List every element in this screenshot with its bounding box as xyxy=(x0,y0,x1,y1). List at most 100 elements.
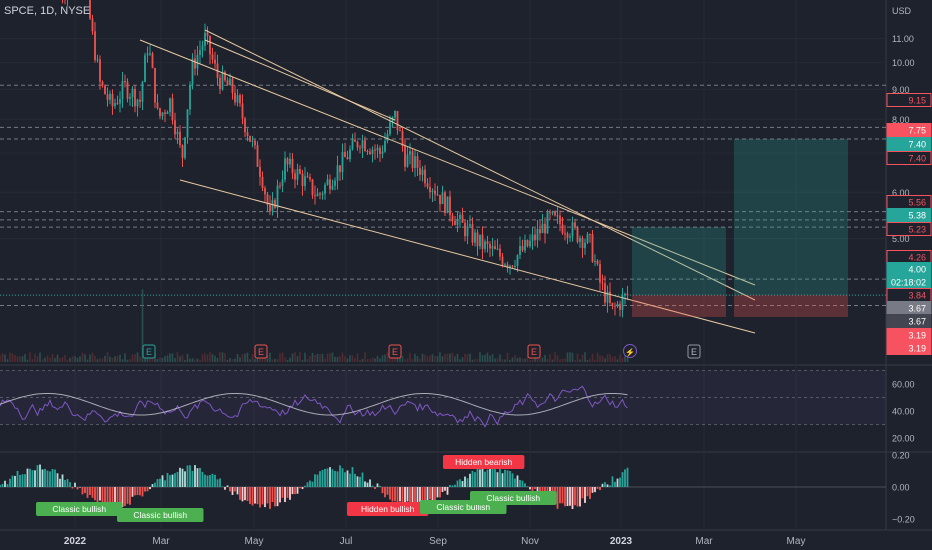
position-stop-zone[interactable] xyxy=(734,295,848,317)
volume-bar xyxy=(0,355,1,362)
volume-bar xyxy=(224,353,226,362)
macd-histogram-bar xyxy=(24,474,26,487)
volume-bar xyxy=(461,357,464,362)
macd-histogram-bar xyxy=(266,487,269,504)
macd-histogram-bar xyxy=(614,481,616,487)
rsi-ma-line xyxy=(0,393,628,416)
candle-body xyxy=(504,264,506,266)
divergence-label-box[interactable] xyxy=(36,502,123,516)
x-tick-label: Sep xyxy=(429,536,447,547)
candle-body xyxy=(119,98,121,104)
macd-histogram-bar xyxy=(369,479,371,487)
divergence-label-box[interactable] xyxy=(347,502,429,516)
volume-bar xyxy=(619,354,621,362)
earnings-marker[interactable] xyxy=(254,344,268,359)
earnings-marker-label: E xyxy=(691,347,697,357)
earnings-marker[interactable] xyxy=(687,344,701,359)
price-panel[interactable] xyxy=(0,0,629,362)
volume-bar xyxy=(156,358,159,362)
long-position-tool[interactable] xyxy=(632,139,848,317)
candle-body xyxy=(181,145,184,158)
volume-bar xyxy=(291,353,294,362)
macd-histogram-bar xyxy=(534,487,536,490)
divergence-label-box[interactable] xyxy=(470,491,557,505)
trendline[interactable] xyxy=(179,179,756,334)
volume-bar xyxy=(564,358,566,362)
earnings-marker[interactable] xyxy=(388,344,402,359)
trendline[interactable] xyxy=(139,39,756,286)
volume-bar xyxy=(601,356,604,362)
volume-bar xyxy=(21,356,24,362)
macd-histogram-bar xyxy=(456,480,459,487)
volume-bar xyxy=(569,352,571,362)
macd-histogram-bar xyxy=(396,487,399,506)
candle-body xyxy=(414,156,416,168)
volume-bar xyxy=(614,356,616,362)
macd-histogram-bar xyxy=(121,487,124,507)
candle-body xyxy=(239,95,241,104)
y-tick-label: 6.00 xyxy=(892,188,910,198)
candle-body xyxy=(261,176,264,189)
macd-histogram-bar xyxy=(331,469,334,487)
macd-histogram-bar xyxy=(9,478,11,487)
y-tick-label: 9.00 xyxy=(892,85,910,95)
volume-bar xyxy=(441,356,444,362)
volume-bar xyxy=(49,357,51,362)
candle-body xyxy=(534,234,536,241)
event-markers[interactable]: E E E E E ⚡ xyxy=(142,344,701,359)
position-target-zone[interactable] xyxy=(632,227,726,296)
candle-body xyxy=(336,165,339,181)
price-label: 7.40 xyxy=(908,140,926,150)
candle-body xyxy=(129,97,131,99)
macd-histogram-bar xyxy=(489,467,491,487)
candle-body xyxy=(596,260,599,264)
candle-body xyxy=(469,224,471,226)
trendline[interactable] xyxy=(204,39,396,121)
volume-bar xyxy=(344,356,346,362)
macd-histogram-bar xyxy=(626,467,629,487)
candle-body xyxy=(524,240,526,251)
volume-bar xyxy=(239,357,241,362)
earnings-marker[interactable] xyxy=(142,344,156,359)
volume-bar xyxy=(381,355,384,362)
volume-bar xyxy=(489,355,491,362)
divergence-label-box[interactable] xyxy=(443,455,525,469)
macd-histogram-bar xyxy=(574,487,576,506)
candle-body xyxy=(266,194,269,205)
macd-histogram-bar xyxy=(166,473,169,487)
candle-body xyxy=(141,82,144,102)
candle-body xyxy=(184,137,186,158)
rsi-panel[interactable] xyxy=(0,370,886,428)
candle-body xyxy=(424,169,426,184)
macd-histogram-bar xyxy=(184,471,186,487)
price-label-box xyxy=(886,93,932,107)
macd-histogram-bar xyxy=(46,470,49,487)
falling-wedge-trendlines[interactable] xyxy=(139,29,756,334)
volume-bar xyxy=(139,356,141,362)
divergence-label-box[interactable] xyxy=(117,508,204,522)
macd-histogram-bar xyxy=(34,470,36,487)
macd-histogram-bar xyxy=(119,487,121,509)
candle-body xyxy=(619,303,621,310)
trendline[interactable] xyxy=(204,29,756,301)
candle-body xyxy=(474,232,476,243)
position-target-zone[interactable] xyxy=(734,139,848,296)
volume-bar xyxy=(451,352,454,362)
position-stop-zone[interactable] xyxy=(632,295,726,317)
candle-body xyxy=(291,158,294,174)
candle-body xyxy=(126,81,129,99)
macd-histogram-bar xyxy=(561,487,564,504)
macd-histogram-bar xyxy=(416,487,419,507)
earnings-marker[interactable] xyxy=(527,344,541,359)
macd-histogram-bar xyxy=(449,484,451,487)
rsi-line[interactable] xyxy=(0,385,628,428)
macd-histogram-bar xyxy=(106,487,109,507)
candle-body xyxy=(454,221,456,226)
candle-body xyxy=(296,169,299,180)
volume-bar xyxy=(314,354,316,362)
dividend-marker[interactable] xyxy=(623,344,637,358)
macd-histogram-bar xyxy=(471,470,474,487)
candle-body xyxy=(374,149,376,151)
